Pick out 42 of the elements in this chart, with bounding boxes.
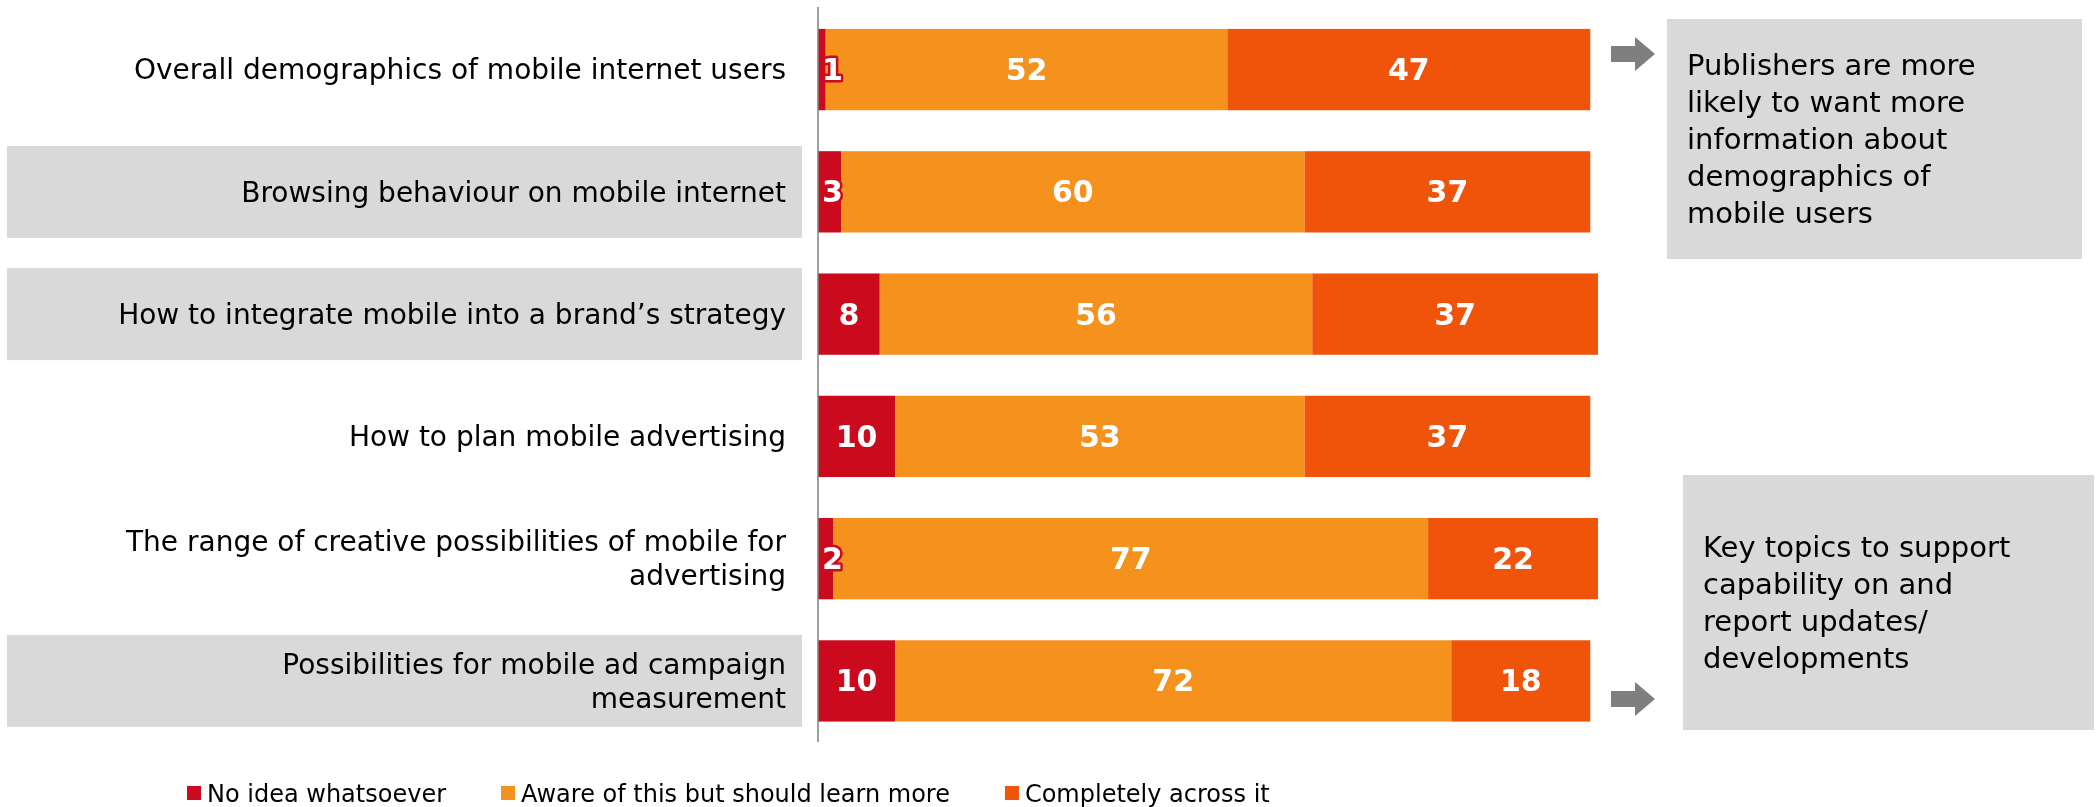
bar xyxy=(895,640,1452,722)
bar xyxy=(818,640,896,722)
bar xyxy=(879,273,1313,355)
y-tick-label: How to plan mobile advertising xyxy=(348,420,786,454)
bar xyxy=(1304,151,1591,233)
bar xyxy=(1312,273,1598,355)
text: Publishers are more likely to want more information about demographics of mobile users xyxy=(1687,48,1976,231)
data-label: 60 xyxy=(1051,174,1094,210)
data-label: 77 xyxy=(1109,541,1152,577)
y-tick-label: Browsing behaviour on mobile internet xyxy=(241,175,787,209)
data-label: 56 xyxy=(1075,296,1117,332)
data-label: 37 xyxy=(1434,296,1476,332)
bar xyxy=(1304,395,1591,478)
bar xyxy=(841,151,1305,233)
data-label: 3 xyxy=(822,174,843,210)
data-label: 72 xyxy=(1152,663,1195,699)
bar xyxy=(825,28,1228,111)
y-tick-label: How to integrate mobile into a brand’s strategy xyxy=(118,297,786,331)
data-label: 53 xyxy=(1079,418,1121,454)
bar xyxy=(1227,28,1591,111)
data-label: 1 xyxy=(822,52,843,88)
legend-label: No idea whatsoever xyxy=(207,780,447,807)
bar xyxy=(818,273,880,355)
legend-label: Completely across it xyxy=(1024,780,1270,807)
bar xyxy=(1451,640,1591,722)
data-label: 52 xyxy=(1005,52,1048,88)
data-label: 47 xyxy=(1387,52,1430,88)
data-label: 37 xyxy=(1426,418,1469,454)
data-label: 10 xyxy=(835,663,878,699)
data-label: 22 xyxy=(1492,541,1534,577)
bar xyxy=(1428,518,1598,600)
text: Key topics to support capability on and report updates/ developments xyxy=(1703,530,2011,676)
data-label: 10 xyxy=(835,418,878,454)
y-tick-label: Possibilities for mobile ad campaign measurement xyxy=(282,647,787,715)
bar xyxy=(818,395,896,478)
data-label: 8 xyxy=(838,296,860,332)
data-label: 37 xyxy=(1426,174,1469,210)
y-tick-label: The range of creative possibilities of mobile for advertising xyxy=(124,525,787,593)
data-label: 18 xyxy=(1499,663,1542,699)
bar xyxy=(895,395,1305,478)
y-tick-label: Overall demographics of mobile internet users xyxy=(133,53,786,87)
legend-label: Aware of this but should learn more xyxy=(521,780,950,807)
